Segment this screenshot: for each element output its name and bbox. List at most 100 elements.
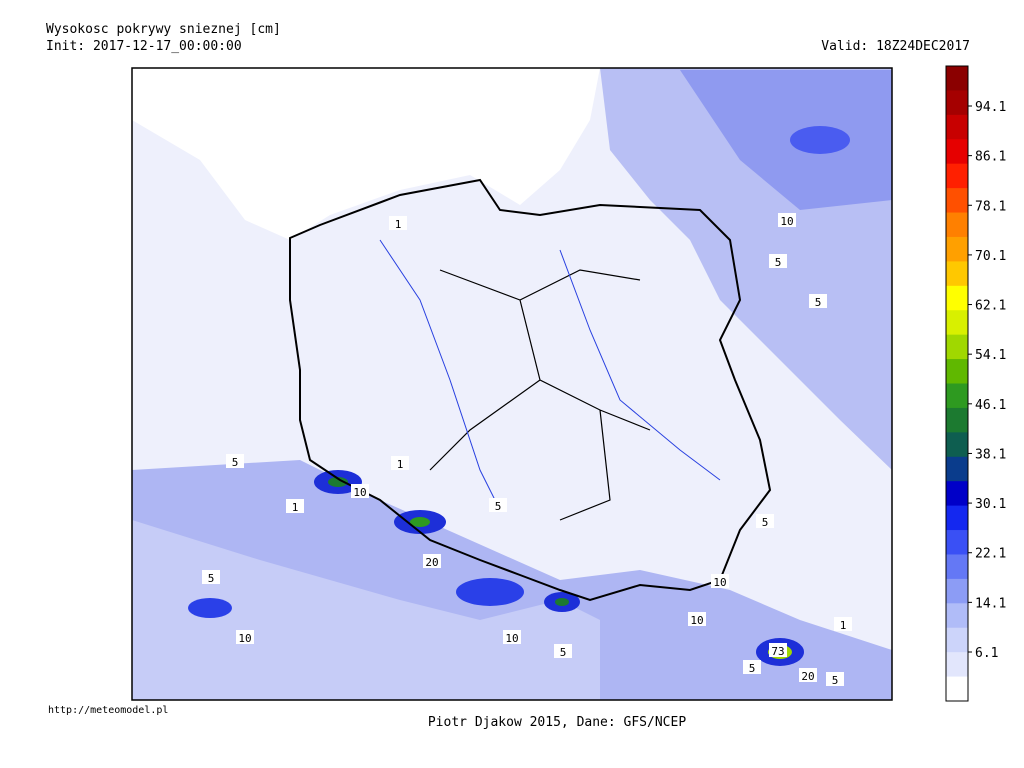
snow-southwest bbox=[132, 520, 600, 700]
contour-label: 5 bbox=[762, 516, 769, 529]
contour-label: 1 bbox=[292, 501, 299, 514]
contour-label-box bbox=[799, 668, 817, 682]
colorbar-band bbox=[946, 236, 968, 262]
contour-labels: 5 5 5 5 5 5 5 5 5 10 10 10 10 10 10 20 20 73 1 1 1 1 bbox=[202, 213, 852, 687]
colorbar-band bbox=[946, 66, 968, 91]
colorbar-tick-label: 22.1 bbox=[975, 547, 1006, 562]
contour-label-box bbox=[503, 630, 521, 644]
init-time: Init: 2017-12-17_00:00:00 bbox=[46, 39, 242, 54]
colorbar-tick-label: 38.1 bbox=[975, 447, 1006, 462]
colorbar-band bbox=[946, 261, 968, 287]
contour-label-box bbox=[756, 514, 774, 528]
snow-peak bbox=[188, 598, 232, 618]
snow-peak bbox=[410, 517, 430, 527]
contour-label: 5 bbox=[208, 572, 215, 585]
contour-label: 10 bbox=[238, 632, 251, 645]
contour-label: 20 bbox=[801, 670, 814, 683]
title: Wysokosc pokrywy snieznej [cm] bbox=[46, 22, 281, 37]
region-borders bbox=[429, 269, 651, 521]
map bbox=[131, 67, 893, 701]
contour-label: 20 bbox=[425, 556, 438, 569]
colorbar-band bbox=[946, 481, 968, 507]
contour-label-box bbox=[389, 216, 407, 230]
colorbar-band bbox=[946, 285, 968, 311]
snow-peak bbox=[555, 598, 569, 606]
colorbar-tick-label: 86.1 bbox=[975, 150, 1006, 165]
contour-label-box bbox=[423, 554, 441, 568]
rivers bbox=[379, 239, 721, 511]
contour-label: 5 bbox=[232, 456, 239, 469]
contour-label-box bbox=[286, 499, 304, 513]
colorbar-band bbox=[946, 432, 968, 458]
contour-label: 5 bbox=[815, 296, 822, 309]
colorbar-tick-label: 14.1 bbox=[975, 596, 1006, 611]
colorbar-band bbox=[946, 627, 968, 653]
colorbar-tick-label: 70.1 bbox=[975, 249, 1006, 264]
colorbar-band bbox=[946, 90, 968, 116]
contour-label-box bbox=[711, 574, 729, 588]
colorbar-band bbox=[946, 578, 968, 604]
colorbar: 94.1 86.1 78.1 70.1 62.1 54.1 46.1 38.1 30.1 22.1… bbox=[945, 65, 1006, 702]
contour-label-box bbox=[769, 254, 787, 268]
snow-northeast bbox=[680, 70, 892, 210]
contour-label: 1 bbox=[397, 458, 404, 471]
contour-label-box bbox=[351, 484, 369, 498]
colorbar-band bbox=[946, 603, 968, 629]
snow-peak bbox=[456, 578, 524, 606]
colorbar-band bbox=[946, 652, 968, 678]
contour-label: 10 bbox=[780, 215, 793, 228]
contour-label: 1 bbox=[840, 619, 847, 632]
credit: Piotr Djakow 2015, Dane: GFS/NCEP bbox=[428, 715, 686, 730]
colorbar-band bbox=[946, 359, 968, 384]
contour-label: 10 bbox=[353, 486, 366, 499]
contour-label-box bbox=[826, 672, 844, 686]
colorbar-band bbox=[946, 188, 968, 214]
contour-label-box bbox=[809, 294, 827, 308]
snow-peak bbox=[790, 126, 850, 154]
contour-label: 10 bbox=[690, 614, 703, 627]
contour-label: 10 bbox=[505, 632, 518, 645]
contour-label: 5 bbox=[775, 256, 782, 269]
colorbar-band bbox=[946, 139, 968, 165]
colorbar-tick-label: 94.1 bbox=[975, 100, 1006, 115]
contour-label-box bbox=[236, 630, 254, 644]
source-url: http://meteomodel.pl bbox=[48, 705, 168, 716]
colorbar-band bbox=[946, 334, 968, 360]
contour-label-box bbox=[226, 454, 244, 468]
contour-label: 5 bbox=[832, 674, 839, 687]
contour-label-box bbox=[202, 570, 220, 584]
contour-label: 5 bbox=[495, 500, 502, 513]
contour-label: 5 bbox=[560, 646, 567, 659]
contour-label-box bbox=[391, 456, 409, 470]
contour-label-box bbox=[489, 498, 507, 512]
colorbar-tick-label: 62.1 bbox=[975, 299, 1006, 314]
colorbar-band bbox=[946, 163, 968, 189]
snow-peak bbox=[328, 477, 348, 487]
colorbar-band bbox=[946, 383, 968, 409]
contour-label-box bbox=[743, 660, 761, 674]
colorbar-tick-label: 6.1 bbox=[975, 646, 998, 661]
colorbar-band bbox=[946, 212, 968, 238]
country-border bbox=[289, 178, 772, 602]
colorbar-band bbox=[946, 530, 968, 555]
colorbar-tick-label: 30.1 bbox=[975, 497, 1006, 512]
contour-label: 10 bbox=[713, 576, 726, 589]
sea-area bbox=[132, 68, 600, 240]
colorbar-band bbox=[946, 114, 968, 140]
valid-time: Valid: 18Z24DEC2017 bbox=[821, 39, 970, 54]
contour-label: 1 bbox=[395, 218, 402, 231]
colorbar-band bbox=[946, 456, 968, 482]
contour-label-box bbox=[688, 612, 706, 626]
colorbar-band bbox=[946, 554, 968, 580]
contour-label-box bbox=[554, 644, 572, 658]
contour-label-box bbox=[778, 213, 796, 227]
colorbar-band bbox=[946, 310, 968, 336]
colorbar-frame bbox=[945, 65, 969, 702]
colorbar-band bbox=[946, 407, 968, 433]
map-frame bbox=[131, 67, 893, 701]
contour-label-box bbox=[834, 617, 852, 631]
colorbar-tick-label: 54.1 bbox=[975, 348, 1006, 363]
contour-label: 5 bbox=[749, 662, 756, 675]
contour-label-box bbox=[769, 643, 787, 657]
